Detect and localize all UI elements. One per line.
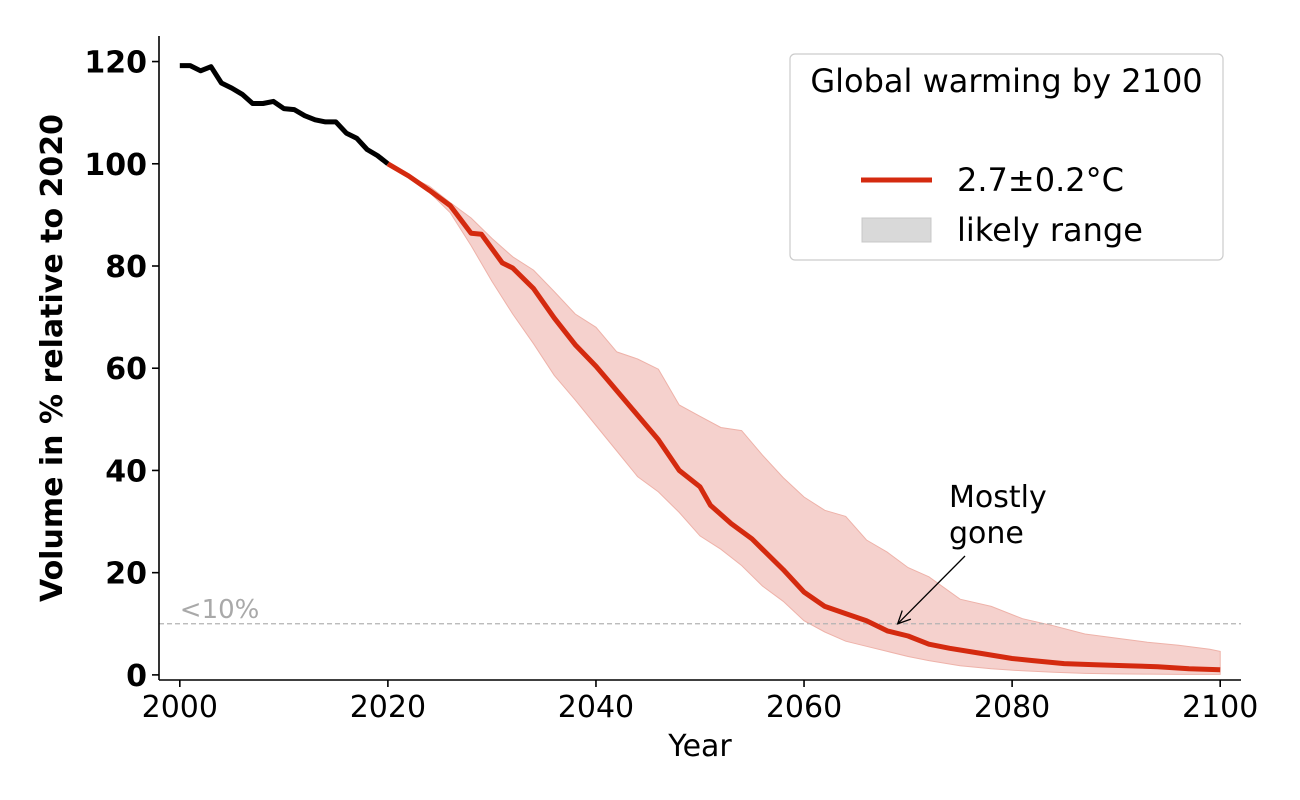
x-tick-label: 2020 [350,690,426,725]
projection-series-line [386,161,1221,673]
threshold-label: <10% [180,595,260,625]
y-tick-label: 80 [105,250,147,285]
x-tick-label: 2040 [558,690,634,725]
legend-title: Global warming by 2100 [810,62,1202,100]
y-tick-label: 120 [84,46,147,81]
x-axis-label: Year [667,729,732,764]
annotation-text-line: Mostly [949,480,1047,515]
y-tick-label: 20 [105,557,147,592]
legend-entry-likely-range: likely range [957,211,1143,249]
legend-swatch-range [861,217,932,243]
x-tick-label: 2000 [142,690,218,725]
likely-range-band [387,163,1221,675]
y-tick-label: 60 [105,352,147,387]
y-axis-label: Volume in % relative to 2020 [35,114,70,602]
legend-frame [789,53,1224,261]
y-tick-label: 0 [126,659,147,694]
x-tick-label: 2080 [974,690,1050,725]
legend-entry-warming: 2.7±0.2°C [957,161,1124,199]
y-tick-label: 100 [84,148,147,183]
observed-series-line [179,63,390,166]
x-tick-label: 2100 [1182,690,1258,725]
annotation-arrowhead [896,610,912,625]
y-tick-label: 40 [105,454,147,489]
x-tick-label: 2060 [766,690,842,725]
annotation-arrow [897,555,966,625]
annotation-text-line: gone [949,516,1024,551]
legend: Global warming by 2100 2.7±0.2°C likely … [789,53,1224,261]
